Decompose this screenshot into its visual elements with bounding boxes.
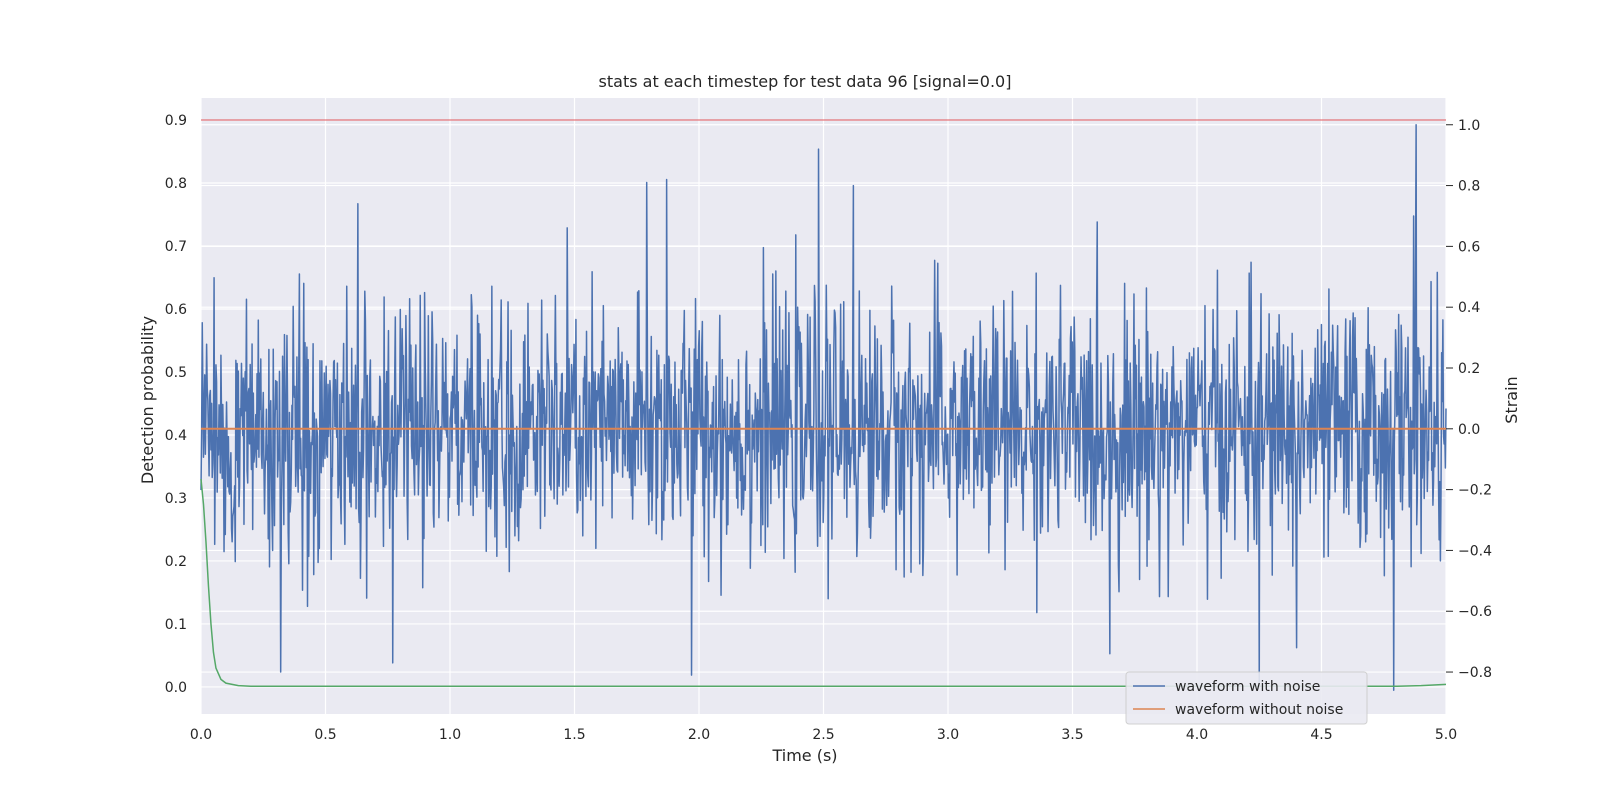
- y2-axis-label: Strain: [1502, 376, 1521, 423]
- y-tick-label: 0.4: [165, 428, 187, 444]
- legend-box: [1125, 671, 1368, 725]
- x-axis-tick-labels: 0.0 0.5 1.0 1.5 2.0 2.5 3.0 3.5 4.0 4.5 5.0: [190, 727, 1457, 743]
- x-tick-label: 4.5: [1310, 727, 1332, 743]
- y2-tick-label: 0.8: [1458, 179, 1480, 195]
- y2-tick-label: −0.4: [1458, 543, 1492, 559]
- x-axis-label: Time (s): [771, 746, 837, 765]
- y-axis-tick-labels: 0.0 0.1 0.2 0.3 0.4 0.5 0.6 0.7 0.8 0.9: [165, 113, 187, 696]
- right-axis-ticks: −0.8 −0.6 −0.4 −0.2 0.0 0.2 0.4 0.6 0.8 1.0: [1446, 118, 1492, 681]
- x-tick-label: 0.0: [190, 727, 212, 743]
- y-tick-label: 0.1: [165, 617, 187, 633]
- chart-title: stats at each timestep for test data 96 …: [599, 72, 1012, 91]
- x-tick-label: 2.5: [812, 727, 834, 743]
- y2-tick-label: 0.4: [1458, 300, 1480, 316]
- y-tick-label: 0.2: [165, 554, 187, 570]
- x-tick-label: 1.5: [563, 727, 585, 743]
- y-tick-label: 0.6: [165, 302, 187, 318]
- y-tick-label: 0.9: [165, 113, 187, 129]
- x-tick-label: 0.5: [314, 727, 336, 743]
- x-tick-label: 5.0: [1435, 727, 1457, 743]
- legend-label-waveform-without-noise: waveform without noise: [1175, 702, 1343, 718]
- legend: waveform with noise waveform without noi…: [1125, 671, 1368, 725]
- y-tick-label: 0.3: [165, 491, 187, 507]
- y2-tick-label: 0.6: [1458, 239, 1480, 255]
- y2-tick-label: 1.0: [1458, 118, 1480, 134]
- y2-tick-label: 0.2: [1458, 361, 1480, 377]
- y-tick-label: 0.0: [165, 680, 187, 696]
- y-axis-label: Detection probability: [138, 316, 157, 484]
- y-tick-label: 0.7: [165, 239, 187, 255]
- x-tick-label: 3.0: [937, 727, 959, 743]
- y-tick-label: 0.5: [165, 365, 187, 381]
- y2-tick-label: −0.8: [1458, 665, 1492, 681]
- x-tick-label: 2.0: [688, 727, 710, 743]
- y2-tick-label: 0.0: [1458, 422, 1480, 438]
- x-tick-label: 1.0: [439, 727, 461, 743]
- y2-tick-label: −0.2: [1458, 483, 1492, 499]
- y2-tick-label: −0.6: [1458, 604, 1492, 620]
- x-tick-label: 3.5: [1061, 727, 1083, 743]
- legend-label-waveform-with-noise: waveform with noise: [1175, 679, 1320, 695]
- x-tick-label: 4.0: [1186, 727, 1208, 743]
- y-tick-label: 0.8: [165, 176, 187, 192]
- series-line-waveform-with-noise: [200, 124, 1447, 692]
